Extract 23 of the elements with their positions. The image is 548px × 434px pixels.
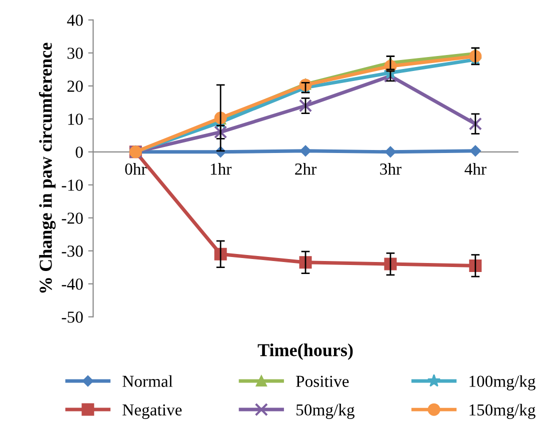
y-tick-label: -40 [62,278,83,290]
legend-label: 150mg/kg [470,404,536,419]
y-tick-label: -10 [62,180,83,191]
x-tick-label: 4hr [464,163,486,175]
legend-label: Negative [122,404,182,419]
x-tick-label: 0hr [125,163,147,175]
legend-label: 50mg/kg [296,404,354,419]
y-tick-label: 20 [68,80,83,92]
y-tick-label: 40 [67,14,83,26]
y-tick-label: -20 [62,212,83,224]
x-tick-label: 3hr [380,163,402,175]
y-tick-label: 0 [76,146,83,158]
y-tick-label: 10 [68,114,83,125]
x-tick-label: 1hr [210,163,232,175]
legend-label: 100mg/kg [470,375,536,390]
y-tick-label: -50 [62,312,83,323]
y-axis-title: % Change in paw circumference [38,42,56,293]
x-tick-label: 2hr [295,163,316,175]
legend-label: Normal [122,375,173,387]
y-tick-label: -30 [62,246,83,257]
x-axis-title: Time(hours) [258,344,353,360]
y-tick-label: 30 [68,48,83,59]
legend-label: Positive [296,376,349,387]
